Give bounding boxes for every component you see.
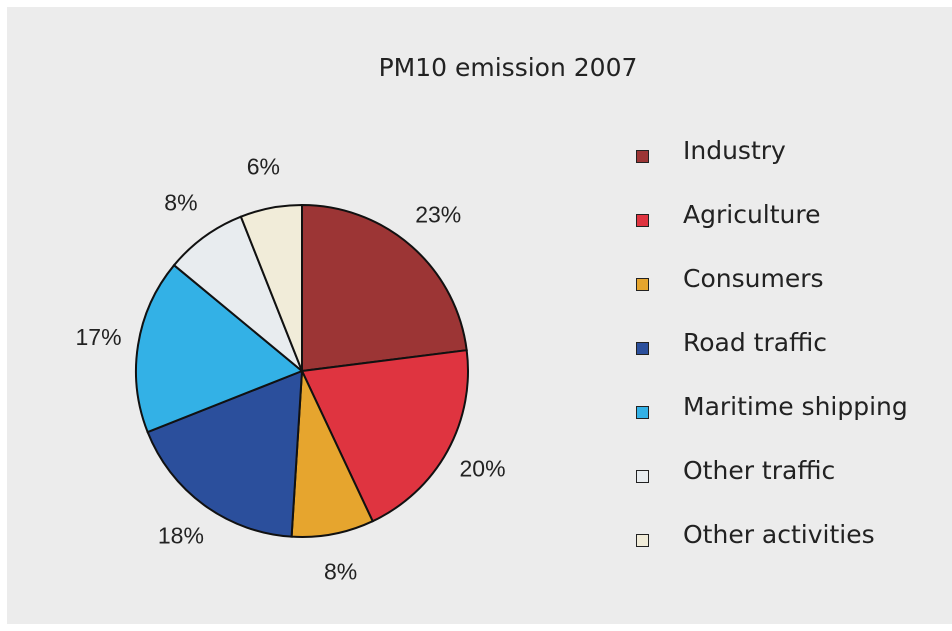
pie-label-consumers: 8% [324,558,357,584]
pie-slice-maritime-shipping [135,263,304,434]
legend-swatch-maritime-shipping [636,406,649,419]
pie-label-maritime-shipping: 17% [76,324,122,350]
pie-label-road-traffic: 18% [158,523,204,549]
legend-label-industry: Industry [683,136,786,165]
chart-title: PM10 emission 2007 [378,53,638,82]
legend-item-industry: Industry [636,134,946,198]
pie-slice-agriculture [300,349,469,523]
legend-swatch-road-traffic [636,342,649,355]
pie-slice-road-traffic [146,369,304,538]
pie-label-other-traffic: 8% [164,189,197,215]
legend-label-agriculture: Agriculture [683,200,821,229]
legend-item-maritime-shipping: Maritime shipping [636,390,946,454]
legend-label-road-traffic: Road traffic [683,328,827,357]
legend-swatch-consumers [636,278,649,291]
legend-item-consumers: Consumers [636,262,946,326]
pie-label-industry: 23% [415,202,461,228]
pie-label-agriculture: 20% [459,455,505,481]
legend: Industry Agriculture Consumers Road traffic… [636,134,946,582]
legend-item-agriculture: Agriculture [636,198,946,262]
legend-swatch-other-activities [636,534,649,547]
legend-item-other-activities: Other activities [636,518,946,582]
legend-label-other-activities: Other activities [683,520,875,549]
legend-swatch-other-traffic [636,470,649,483]
legend-item-road-traffic: Road traffic [636,326,946,390]
pie-slice-other-activities [239,203,303,372]
pie-label-other-activities: 6% [247,154,280,180]
legend-swatch-industry [636,150,649,163]
pie-slice-industry [301,203,468,373]
legend-label-maritime-shipping: Maritime shipping [683,392,908,421]
legend-swatch-agriculture [636,214,649,227]
pie-slices [135,203,469,538]
legend-item-other-traffic: Other traffic [636,454,946,518]
legend-label-other-traffic: Other traffic [683,456,836,485]
pie-labels: 23% 20% 8% 18% 17% 8% 6% [76,154,506,585]
legend-label-consumers: Consumers [683,264,824,293]
